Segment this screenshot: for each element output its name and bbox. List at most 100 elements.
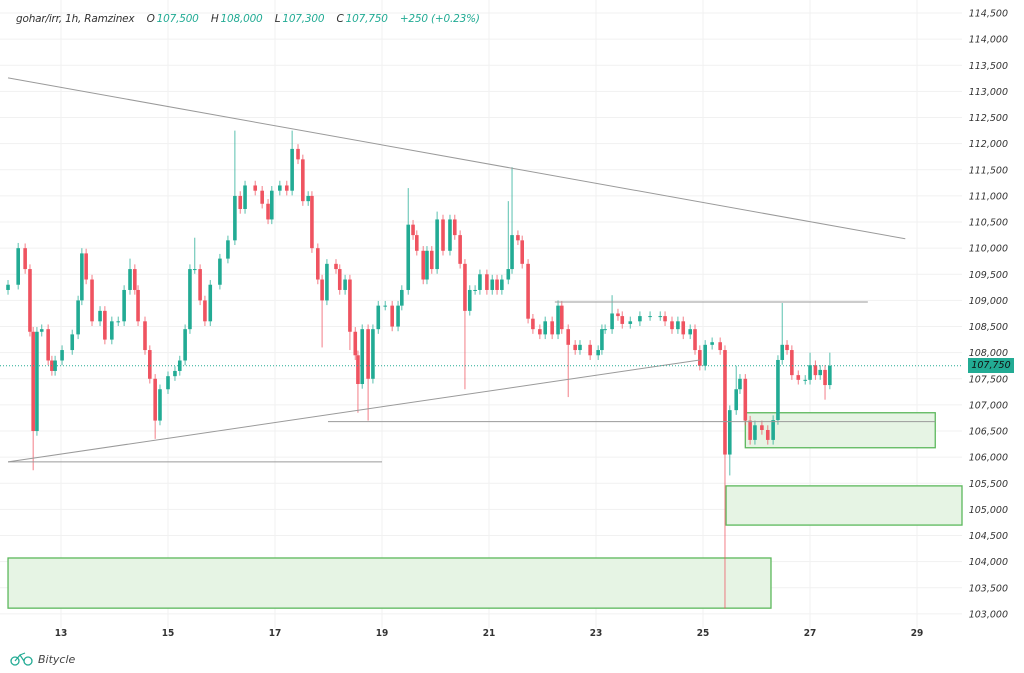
price-axis[interactable]: 103,000 103,500 104,000 104,500 105,000 105,5… bbox=[969, 9, 1008, 621]
axis-background bbox=[962, 0, 1024, 628]
candle-up bbox=[306, 195, 310, 202]
last-price-badge: 107,750 bbox=[968, 358, 1014, 374]
change-value: +250 (+0.23%) bbox=[399, 13, 480, 25]
high-value: 108,000 bbox=[220, 13, 263, 25]
candle-up bbox=[478, 274, 482, 290]
candle-down bbox=[334, 263, 338, 270]
candle-up bbox=[727, 410, 732, 455]
close-label: C bbox=[336, 13, 344, 25]
candle-down bbox=[765, 429, 770, 440]
candle-up bbox=[290, 148, 294, 191]
candle-up bbox=[776, 359, 780, 421]
price-tick-label: 103,000 bbox=[969, 609, 1008, 620]
candle-down bbox=[520, 240, 524, 264]
candle-down bbox=[133, 269, 137, 290]
candle-up bbox=[183, 329, 187, 361]
candle-down bbox=[452, 219, 457, 236]
candle-down bbox=[203, 300, 207, 322]
candle-up bbox=[435, 219, 439, 270]
candle-down bbox=[103, 310, 107, 340]
price-tick-label: 106,500 bbox=[969, 427, 1008, 438]
price-tick-label: 103,500 bbox=[969, 583, 1008, 594]
time-tick-label: 29 bbox=[911, 628, 924, 639]
candle-down bbox=[136, 289, 140, 322]
candle-down bbox=[760, 425, 764, 430]
price-tick-label: 110,500 bbox=[969, 218, 1008, 229]
candle-up bbox=[80, 253, 84, 301]
candle-down bbox=[790, 350, 794, 376]
candle-down bbox=[693, 329, 697, 351]
candle-up bbox=[500, 279, 504, 290]
candle-up bbox=[753, 425, 757, 440]
candle-down bbox=[310, 195, 314, 249]
candle-down bbox=[260, 190, 264, 204]
high-label: H bbox=[210, 13, 219, 25]
time-axis[interactable]: 13 15 17 19 21 23 25 27 29 bbox=[55, 628, 924, 639]
trendline bbox=[7, 77, 906, 240]
candle-up bbox=[490, 279, 495, 290]
candle-down bbox=[531, 318, 535, 330]
price-tick-label: 104,500 bbox=[969, 531, 1008, 542]
candle-down bbox=[353, 331, 358, 356]
candle-down bbox=[301, 159, 305, 202]
candle-up bbox=[173, 370, 177, 377]
candle-down bbox=[46, 329, 50, 361]
price-tick-label: 110,000 bbox=[969, 244, 1008, 255]
time-tick-label: 25 bbox=[697, 628, 710, 639]
candle-up bbox=[638, 316, 642, 322]
candle-up bbox=[226, 240, 230, 259]
candle-down bbox=[421, 250, 426, 280]
candle-up bbox=[325, 263, 329, 301]
candle-up bbox=[35, 331, 39, 432]
candle-down bbox=[663, 316, 667, 322]
price-tick-label: 109,000 bbox=[969, 296, 1008, 307]
candle-up bbox=[710, 342, 714, 345]
candle-up bbox=[269, 190, 274, 220]
candle-down bbox=[743, 378, 748, 421]
candle-down bbox=[90, 279, 94, 322]
candle-up bbox=[556, 305, 560, 335]
candle-up bbox=[53, 360, 57, 371]
candle-down bbox=[748, 420, 752, 440]
candle-up bbox=[658, 316, 663, 318]
candle-up bbox=[688, 329, 693, 335]
candle-up bbox=[371, 329, 375, 379]
candle-up bbox=[343, 279, 347, 290]
time-tick-label: 23 bbox=[590, 628, 603, 639]
candle-down bbox=[316, 248, 320, 280]
candle-down bbox=[429, 250, 434, 270]
candle-up bbox=[771, 420, 775, 440]
price-tick-label: 111,500 bbox=[969, 165, 1008, 176]
candle-up bbox=[70, 334, 75, 351]
candle-down bbox=[698, 350, 702, 366]
candle-up bbox=[803, 379, 808, 381]
price-tick-label: 114,000 bbox=[969, 35, 1008, 46]
candle-up bbox=[703, 344, 707, 366]
candle-down bbox=[723, 350, 727, 455]
candle-down bbox=[670, 321, 674, 330]
symbol-info: gohar/irr, 1h, Ramzinex bbox=[16, 13, 135, 25]
candle-up bbox=[122, 289, 126, 322]
low-label: L bbox=[274, 13, 281, 25]
price-tick-label: 108,500 bbox=[969, 322, 1008, 333]
candle-up bbox=[400, 289, 404, 306]
open-label: O bbox=[146, 13, 155, 25]
candle-up bbox=[192, 269, 197, 271]
candle-up bbox=[543, 321, 548, 335]
time-tick-label: 17 bbox=[269, 628, 282, 639]
candle-up bbox=[676, 321, 680, 330]
price-tick-label: 105,000 bbox=[969, 505, 1008, 516]
price-tick-label: 106,000 bbox=[969, 453, 1008, 464]
candle-up bbox=[473, 289, 477, 291]
candle-up bbox=[648, 316, 652, 318]
candle-down bbox=[573, 344, 577, 351]
candle-up bbox=[158, 389, 162, 421]
candle-up bbox=[233, 195, 237, 241]
candle-up bbox=[166, 376, 170, 390]
candle-down bbox=[681, 321, 686, 335]
candle-down bbox=[284, 185, 289, 191]
candle-up bbox=[818, 369, 823, 376]
price-tick-label: 114,500 bbox=[969, 9, 1008, 20]
candle-down bbox=[148, 350, 152, 379]
